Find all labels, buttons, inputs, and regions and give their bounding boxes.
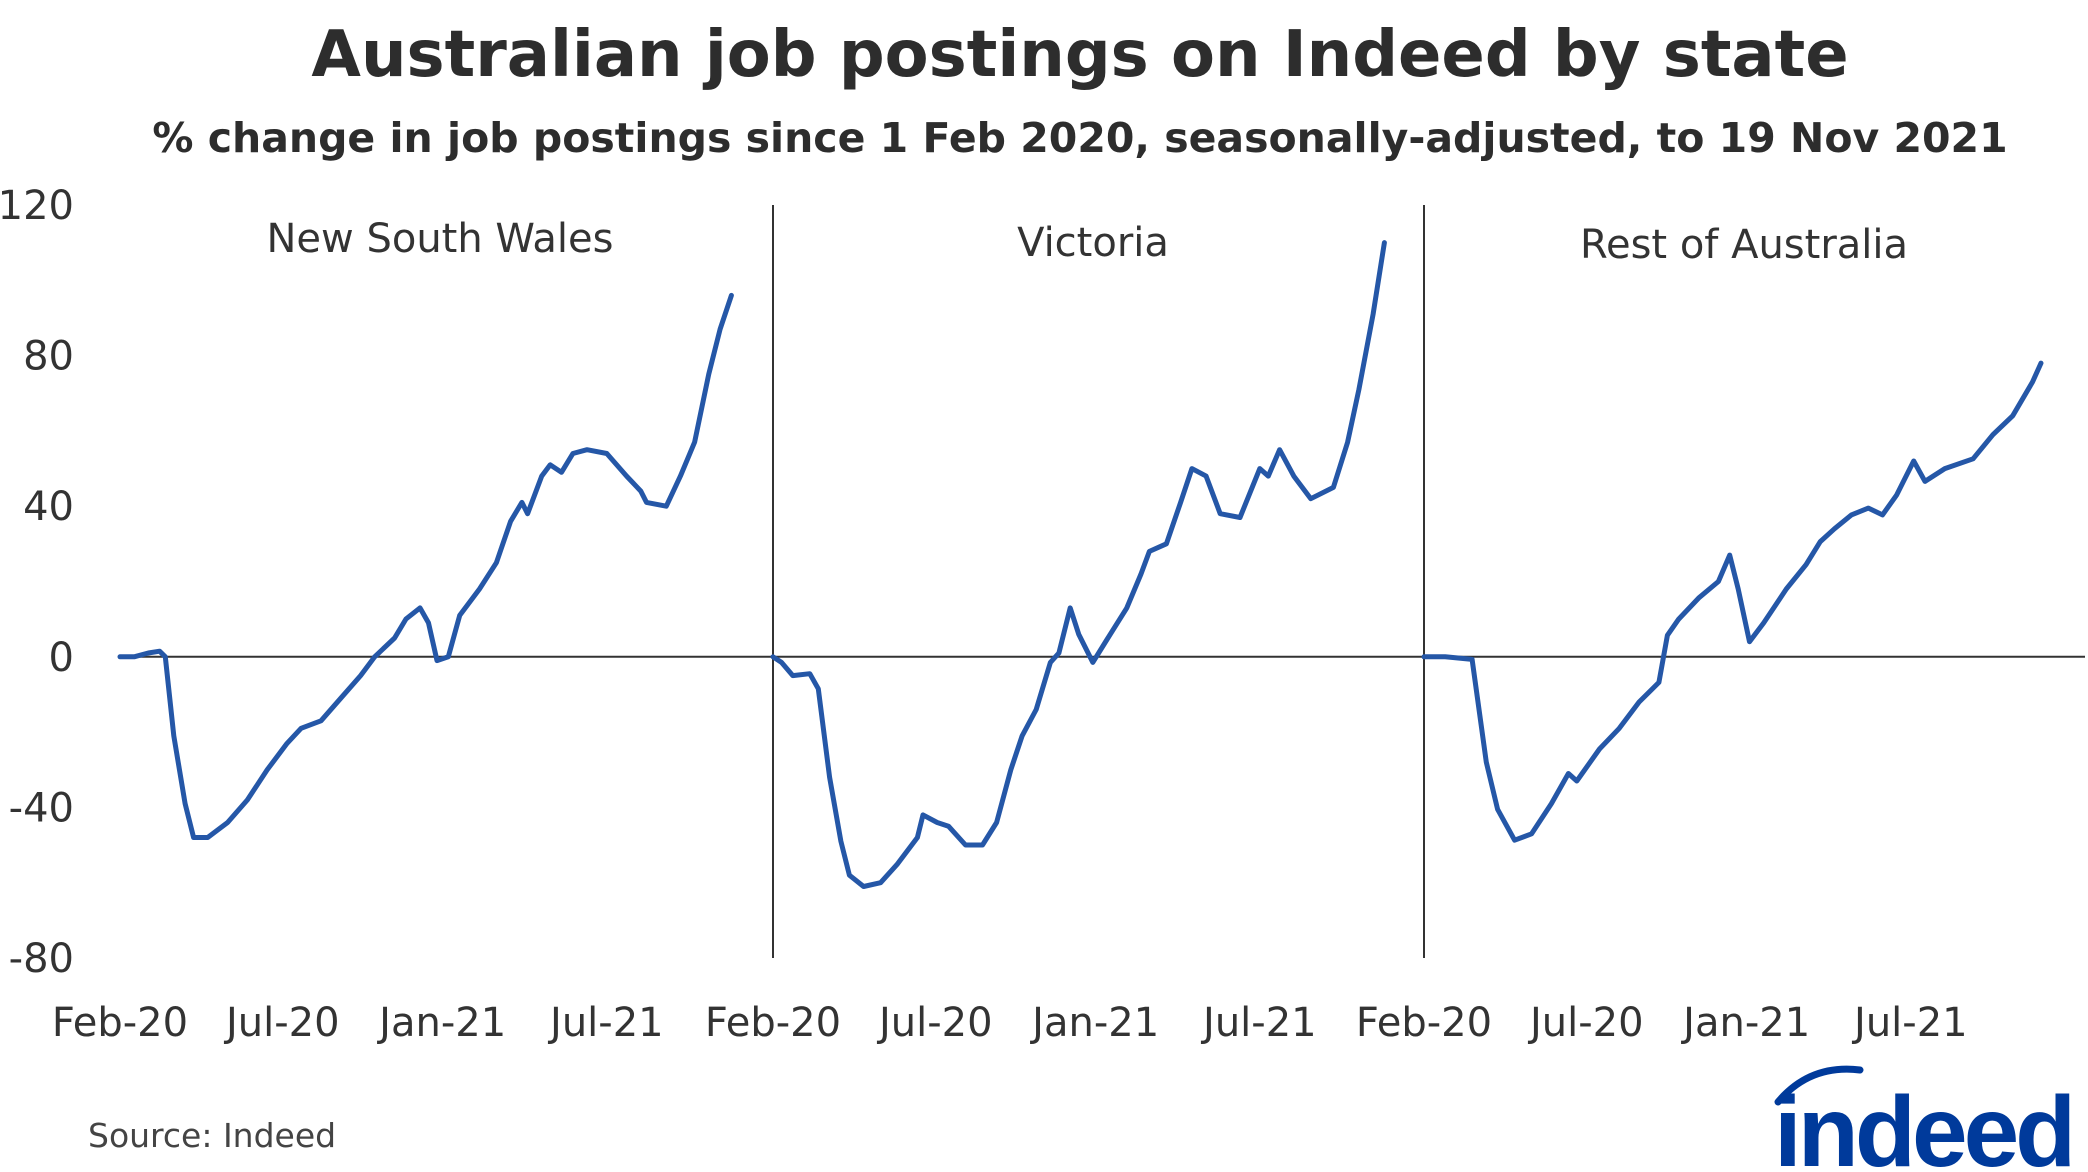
svg-text:indeed: indeed — [1774, 1076, 2072, 1172]
source-note: Source: Indeed — [88, 1116, 337, 1155]
y-tick-label: 40 — [23, 484, 74, 530]
x-tick-label: Feb-20 — [705, 1000, 841, 1046]
y-tick-label: -40 — [9, 785, 74, 831]
x-tick-label: Feb-20 — [52, 1000, 188, 1046]
x-tick-label: Feb-20 — [1356, 1000, 1492, 1046]
series-line-rest-of-australia — [1421, 360, 2044, 843]
x-tick-label: Jul-21 — [547, 1000, 664, 1046]
panel-title: Rest of Australia — [1580, 222, 1908, 268]
x-tick-label: Jan-21 — [1680, 1000, 1810, 1046]
series-line-victoria — [770, 240, 1387, 889]
panel-title: New South Wales — [267, 216, 614, 262]
x-tick-label: Jul-21 — [1851, 1000, 1968, 1046]
chart-title: Australian job postings on Indeed by sta… — [311, 18, 1849, 92]
x-tick-label: Jul-20 — [1527, 1000, 1644, 1046]
x-tick-label: Jan-21 — [1029, 1000, 1159, 1046]
x-tick-label: Jul-20 — [876, 1000, 993, 1046]
chart-subtitle: % change in job postings since 1 Feb 202… — [152, 114, 2008, 162]
x-tick-label: Jan-21 — [376, 1000, 506, 1046]
panel-title: Victoria — [1017, 220, 1169, 266]
series-line-new-south-wales — [117, 292, 734, 840]
y-tick-label: 120 — [0, 183, 74, 229]
indeed-logo: indeed — [1774, 1065, 2076, 1172]
y-tick-label: -80 — [9, 936, 74, 982]
y-tick-label: 0 — [49, 635, 74, 681]
y-tick-label: 80 — [23, 334, 74, 380]
x-tick-label: Jul-20 — [223, 1000, 340, 1046]
x-tick-label: Jul-21 — [1200, 1000, 1317, 1046]
